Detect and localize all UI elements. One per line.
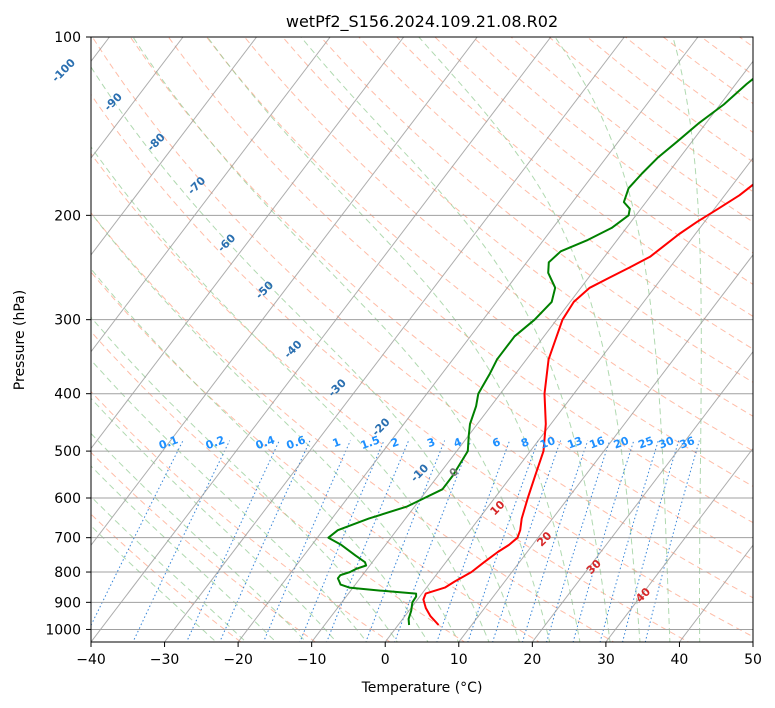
mixing-ratio-label: 0.6 <box>285 433 308 452</box>
moist-adiabat-line <box>418 37 641 642</box>
moist-adiabat-line <box>91 465 277 642</box>
isotherm-line <box>237 37 699 642</box>
mixing-ratio-label: 3 <box>425 435 437 450</box>
y-tick-label: 500 <box>54 444 81 460</box>
y-tick-label: 100 <box>54 30 81 46</box>
dewpoint-line <box>327 77 753 626</box>
moist-adiabat-line <box>91 316 399 642</box>
temperature-line <box>422 183 753 626</box>
y-tick-label: 800 <box>54 565 81 581</box>
mixing-ratio-line <box>299 440 385 642</box>
chart-gridlines <box>91 37 753 642</box>
mixing-ratio-line <box>521 440 589 642</box>
x-tick-label: 10 <box>450 652 468 668</box>
mixing-ratio-label: 16 <box>588 434 607 452</box>
x-tick-label: 20 <box>523 652 541 668</box>
mixing-ratio-line <box>572 440 635 642</box>
isotherm-line <box>163 37 625 642</box>
mixing-ratio-line <box>467 440 539 642</box>
y-tick-label: 600 <box>54 491 81 507</box>
x-tick-label: −20 <box>223 652 253 668</box>
isotherm-line <box>311 60 753 642</box>
y-tick-label: 300 <box>54 313 81 329</box>
dry-adiabat-line <box>91 152 690 642</box>
mixing-ratio-line <box>132 440 231 642</box>
x-tick-label: −40 <box>76 652 106 668</box>
mixing-ratio-label: 4 <box>452 435 464 450</box>
dry-adiabat-line <box>244 37 753 452</box>
chart-series <box>327 77 753 626</box>
isotherm-line <box>458 254 753 642</box>
dry-adiabat-line <box>91 390 391 642</box>
mixing-ratio-label: 0.2 <box>204 433 227 452</box>
y-tick-label: 400 <box>54 387 81 403</box>
moist-adiabat-line <box>91 268 429 642</box>
moist-adiabat-line <box>672 37 702 642</box>
mixing-ratio-label: 36 <box>678 434 697 452</box>
isotherm-line <box>384 157 753 642</box>
dry-adiabat-line <box>320 37 753 383</box>
moist-adiabat-line <box>91 146 490 642</box>
isotherm-line <box>91 37 331 353</box>
x-tick-label: 40 <box>671 652 689 668</box>
mixing-ratio-line <box>644 440 700 642</box>
x-tick-label: 30 <box>597 652 615 668</box>
isotherm-line <box>91 37 184 159</box>
mixing-ratio-line <box>622 440 680 642</box>
y-tick-label: 1000 <box>45 622 81 638</box>
moist-adiabat-line <box>91 525 217 642</box>
x-tick-label: 50 <box>744 652 762 668</box>
mixing-ratio-label: 0.4 <box>254 433 277 452</box>
mixing-ratio-label: 1 <box>331 435 343 450</box>
mixing-ratio-label: 20 <box>612 434 631 452</box>
isotherm-line <box>91 37 405 450</box>
dry-adiabat-line <box>91 451 317 642</box>
chart-title: wetPf2_S156.2024.109.21.08.R02 <box>286 12 558 32</box>
x-tick-label: −30 <box>150 652 180 668</box>
isotherm-line <box>678 544 753 642</box>
moist-adiabat-line <box>300 37 611 642</box>
mixing-ratio-line <box>219 440 311 642</box>
x-axis-title: Temperature (°C) <box>361 680 483 696</box>
y-axis-title: Pressure (hPa) <box>12 290 28 390</box>
mixing-ratio-label: 6 <box>491 435 503 450</box>
mixing-ratio-label: 1.5 <box>359 433 382 452</box>
dry-adiabat-line <box>91 37 753 599</box>
y-tick-label: 700 <box>54 531 81 547</box>
mixing-ratio-line <box>262 440 351 642</box>
mixing-ratio-line <box>599 440 659 642</box>
mixing-ratio-label: 25 <box>636 434 655 451</box>
moist-adiabat-line <box>91 495 247 642</box>
y-tick-label: 900 <box>54 595 81 611</box>
mixing-ratio-label: 30 <box>657 434 676 452</box>
dry-adiabat-line <box>282 37 753 417</box>
mixing-ratio-label: 10 <box>538 434 557 452</box>
x-tick-label: 0 <box>381 652 390 668</box>
dry-adiabat-line <box>91 271 541 642</box>
dry-adiabat-line <box>91 93 753 638</box>
isotherm-line <box>91 37 257 256</box>
mixing-ratio-label: 13 <box>566 434 585 451</box>
y-tick-label: 200 <box>54 208 81 224</box>
x-tick-label: −10 <box>297 652 327 668</box>
mixing-ratio-label: 8 <box>519 435 531 450</box>
moist-adiabat-line <box>554 37 671 642</box>
isotherm-line <box>605 447 753 642</box>
chart-axes: −40 −30 −20 −10 0 10 20 30 40 5010020030040050060… <box>45 30 762 668</box>
isotherm-line <box>531 350 753 642</box>
moist-adiabat-line <box>91 212 460 642</box>
dry-adiabat-line <box>396 37 753 317</box>
mixing-ratio-label: 0.1 <box>157 433 180 452</box>
mixing-ratio-label: 2 <box>389 435 401 450</box>
mixing-ratio-line <box>436 440 511 642</box>
isotherm-line <box>91 37 552 642</box>
isotherm-line <box>91 37 478 547</box>
mixing-ratio-line <box>546 440 611 642</box>
dry-adiabat-line <box>91 212 615 642</box>
plot-frame <box>90 36 754 643</box>
